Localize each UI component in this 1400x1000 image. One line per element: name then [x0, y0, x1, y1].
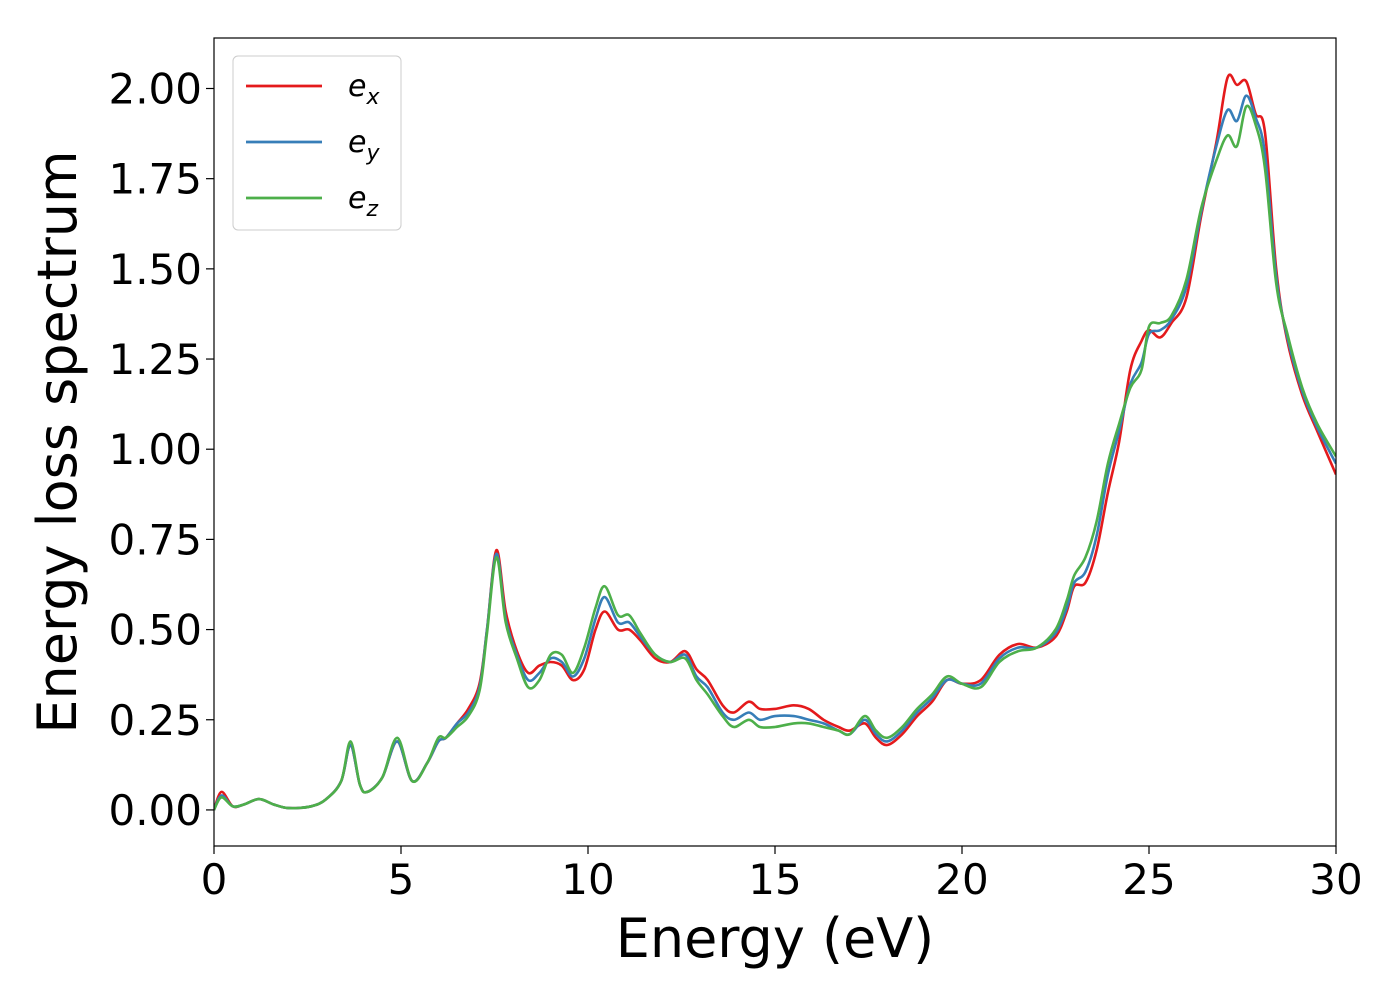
x-tick-label: 5: [388, 855, 415, 904]
y-tick-label: 1.25: [108, 335, 202, 384]
legend-label-z: ez: [348, 181, 378, 222]
x-tick-label: 25: [1122, 855, 1175, 904]
legend: ex ey ez: [232, 55, 402, 231]
y-tick-label: 0.25: [108, 696, 202, 745]
y-tick-label: 0.75: [108, 515, 202, 564]
x-tick-label: 10: [561, 855, 614, 904]
x-axis-ticks: 0 5 10 15 20 25 30: [201, 846, 1363, 904]
x-axis-title: Energy (eV): [616, 907, 935, 970]
legend-label-x: ex: [348, 69, 380, 110]
y-tick-label: 1.75: [108, 155, 202, 204]
y-tick-label: 0.00: [108, 786, 202, 835]
y-tick-label: 0.50: [108, 606, 202, 655]
x-tick-label: 0: [201, 855, 228, 904]
y-tick-label: 2.00: [108, 65, 202, 114]
y-axis-title: Energy loss spectrum: [26, 150, 89, 733]
series-layer: [214, 73, 1336, 811]
x-tick-label: 15: [748, 855, 801, 904]
y-tick-label: 1.50: [108, 245, 202, 294]
x-tick-label: 20: [935, 855, 988, 904]
x-tick-label: 30: [1309, 855, 1362, 904]
y-axis-ticks: 0.00 0.25 0.50 0.75 1.00 1.25 1.50 1.75 2.00: [108, 65, 214, 835]
series-line-e-z: [214, 104, 1336, 811]
legend-label-y: ey: [348, 125, 380, 166]
y-tick-label: 1.00: [108, 425, 202, 474]
